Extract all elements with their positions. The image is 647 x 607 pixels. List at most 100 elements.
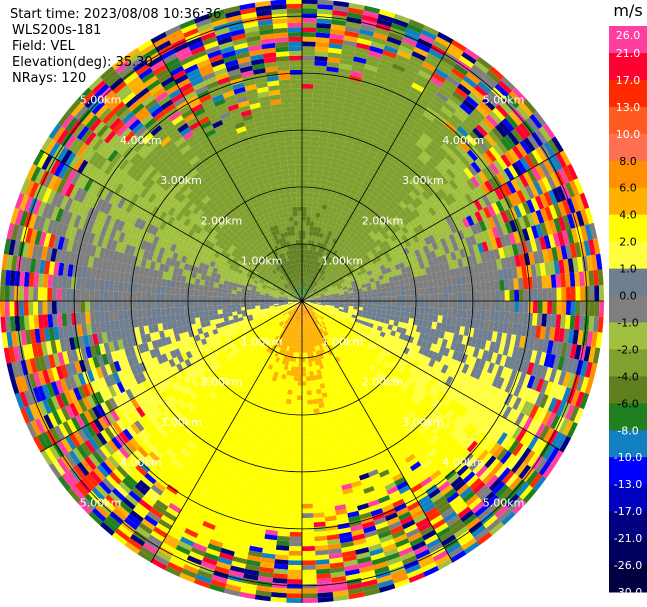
range-gate xyxy=(327,277,333,282)
range-gate xyxy=(330,24,346,31)
range-gate xyxy=(542,301,548,314)
ray xyxy=(302,19,425,301)
range-gate xyxy=(359,183,369,191)
range-gate xyxy=(372,174,382,183)
range-gate xyxy=(285,398,292,405)
range-gate xyxy=(288,546,302,552)
range-gate xyxy=(335,173,343,180)
range-gate xyxy=(535,209,545,224)
range-gate xyxy=(312,103,323,109)
range-gate xyxy=(443,261,450,271)
range-gate xyxy=(382,232,390,240)
range-gate xyxy=(349,238,356,245)
range-gate xyxy=(419,238,427,248)
range-gate xyxy=(286,593,302,599)
range-gate xyxy=(548,233,556,248)
range-gate xyxy=(436,255,444,265)
range-gate xyxy=(323,289,329,293)
range-gate xyxy=(343,288,349,293)
range-gate xyxy=(492,107,506,121)
range-gate xyxy=(491,259,498,271)
range-gate xyxy=(519,140,532,155)
range-gate xyxy=(314,56,328,62)
range-gate xyxy=(445,75,461,88)
range-gate xyxy=(329,211,336,218)
range-gate xyxy=(588,239,596,256)
range-gate xyxy=(407,203,416,212)
range-gate xyxy=(377,63,392,72)
range-gate xyxy=(322,265,327,271)
range-gate xyxy=(391,63,406,73)
range-gate xyxy=(401,254,408,263)
range-gate xyxy=(342,107,354,115)
range-gate xyxy=(302,362,306,368)
range-gate xyxy=(491,226,500,239)
range-gate xyxy=(330,282,336,286)
range-gate xyxy=(320,122,331,129)
range-gate xyxy=(342,190,350,198)
range-gate xyxy=(313,241,318,247)
range-gate xyxy=(551,154,563,171)
range-gate xyxy=(295,428,302,434)
range-gate xyxy=(310,216,316,222)
range-gate xyxy=(474,158,486,171)
range-gate xyxy=(311,112,322,118)
range-gate xyxy=(311,488,323,495)
range-gate xyxy=(461,309,467,319)
range-gate xyxy=(382,273,389,279)
range-gate xyxy=(409,312,415,319)
range-gate xyxy=(280,431,289,438)
range-gate xyxy=(580,301,586,316)
range-gate xyxy=(340,249,347,256)
range-gate xyxy=(302,201,308,207)
range-gate xyxy=(370,178,380,187)
range-gate xyxy=(398,129,410,139)
range-gate xyxy=(456,158,467,171)
range-gate xyxy=(522,277,529,290)
range-gate xyxy=(306,298,312,300)
range-gate xyxy=(313,221,319,228)
range-gate xyxy=(508,193,518,207)
range-gate xyxy=(409,178,419,188)
range-gate xyxy=(302,588,318,594)
range-gate xyxy=(411,243,419,252)
range-gate xyxy=(316,393,323,399)
range-gate xyxy=(372,301,378,305)
range-gate xyxy=(527,151,539,167)
range-gate xyxy=(348,292,354,297)
range-gate xyxy=(324,272,329,278)
range-gate xyxy=(315,37,330,43)
range-gate xyxy=(316,279,321,284)
range-gate xyxy=(376,128,388,137)
range-gate xyxy=(284,408,291,414)
range-gate xyxy=(282,479,293,485)
range-gate xyxy=(457,219,466,230)
range-gate xyxy=(528,288,534,301)
range-gate xyxy=(293,461,302,467)
range-gate xyxy=(368,166,378,175)
range-gate xyxy=(338,268,344,274)
range-gate xyxy=(336,81,349,89)
range-gate xyxy=(465,95,479,109)
range-gate xyxy=(406,271,413,279)
range-gate xyxy=(503,167,515,181)
range-gate xyxy=(319,257,324,264)
range-gate xyxy=(346,236,353,243)
range-gate xyxy=(462,137,474,150)
range-gate xyxy=(432,40,449,52)
range-gate xyxy=(403,317,410,324)
range-gate xyxy=(407,90,420,101)
range-gate xyxy=(393,275,399,282)
range-gate xyxy=(492,175,503,188)
range-gate xyxy=(400,306,406,312)
range-gate xyxy=(342,286,348,290)
range-gate xyxy=(472,187,482,200)
range-gate xyxy=(558,168,570,184)
range-gate xyxy=(330,295,335,298)
range-gate xyxy=(432,232,440,242)
range-gate xyxy=(302,555,316,561)
range-gate xyxy=(426,273,433,282)
range-gate xyxy=(297,390,302,396)
range-gate xyxy=(329,292,335,296)
range-gate xyxy=(504,233,512,246)
